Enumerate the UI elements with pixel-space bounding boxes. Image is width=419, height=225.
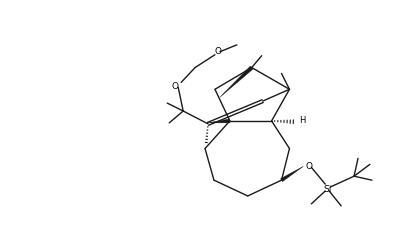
Polygon shape bbox=[220, 67, 253, 98]
Polygon shape bbox=[281, 166, 303, 182]
Text: O: O bbox=[172, 81, 179, 90]
Text: H: H bbox=[299, 116, 305, 125]
Polygon shape bbox=[208, 119, 230, 123]
Text: O: O bbox=[306, 161, 313, 170]
Text: O: O bbox=[215, 47, 222, 56]
Text: Si: Si bbox=[323, 184, 331, 193]
